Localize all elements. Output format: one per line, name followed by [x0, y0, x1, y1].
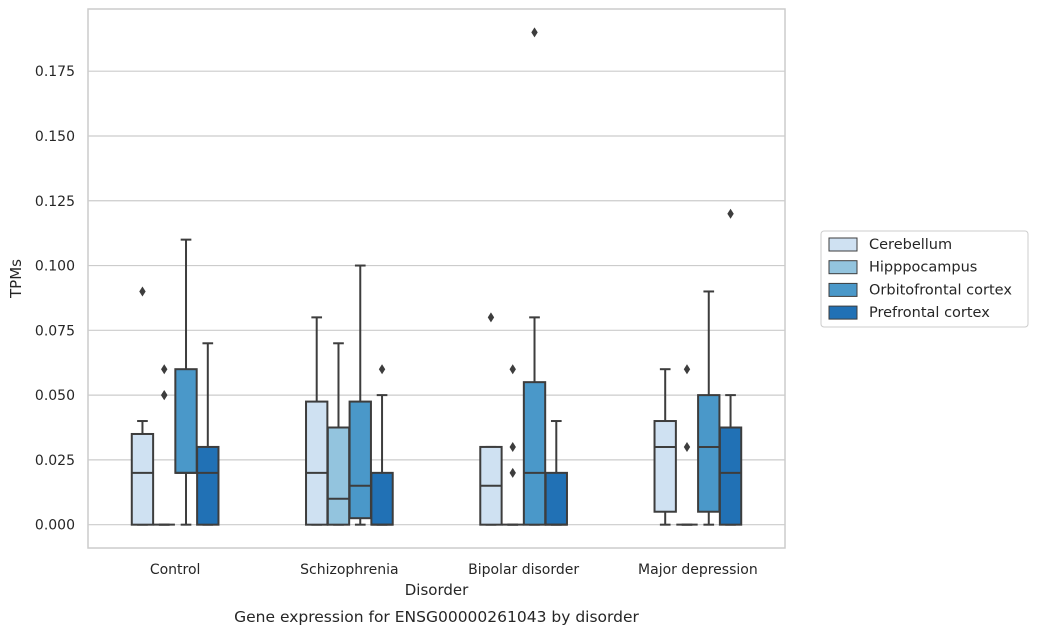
x-tick-label: Control — [150, 562, 201, 578]
outlier-point — [161, 390, 168, 401]
legend-label: Orbitofrontal cortex — [869, 282, 1012, 298]
outlier-point — [727, 208, 734, 219]
legend-label: Hipppocampus — [869, 260, 977, 276]
y-tick-label: 0.175 — [35, 64, 75, 80]
legend-label: Prefrontal cortex — [869, 305, 990, 321]
box-group — [718, 208, 743, 526]
outlier-point — [509, 441, 516, 452]
box-group — [676, 364, 698, 526]
y-tick-label: 0.100 — [35, 259, 75, 275]
box-group — [479, 312, 503, 526]
box-body — [653, 420, 677, 513]
legend-swatch — [828, 282, 858, 297]
chart-caption: Gene expression for ENSG00000261043 by d… — [234, 608, 639, 626]
outlier-point — [161, 364, 168, 375]
legend-swatch — [828, 260, 858, 275]
box-group — [153, 364, 175, 526]
y-tick-label: 0.000 — [35, 518, 75, 534]
box-group — [653, 368, 677, 526]
x-axis-label: Disorder — [405, 581, 469, 599]
legend-frame — [820, 230, 1029, 328]
box-body — [348, 400, 372, 520]
outlier-point — [378, 364, 386, 375]
box-group — [130, 286, 155, 526]
box-body — [326, 426, 351, 526]
legend: Cerebellum Hipppocampus Orbitofrontal cort… — [820, 230, 1029, 328]
box-body — [718, 426, 743, 526]
legend-label: Cerebellum — [869, 237, 952, 253]
box-group — [196, 342, 220, 526]
legend-swatch — [828, 237, 858, 252]
x-tick-label: Schizophrenia — [300, 562, 398, 578]
outlier-point — [683, 364, 691, 375]
plot-frame — [87, 8, 786, 549]
box-group — [502, 364, 524, 526]
box-group — [522, 27, 547, 526]
y-tick-label: 0.075 — [35, 323, 75, 339]
outlier-point — [139, 286, 146, 297]
outlier-point — [487, 312, 495, 323]
y-tick-label: 0.050 — [35, 388, 75, 404]
x-tick-label: Bipolar disorder — [468, 562, 579, 578]
box-body — [305, 400, 329, 526]
outlier-point — [683, 441, 691, 452]
y-tick-label: 0.125 — [35, 194, 75, 210]
x-axis-ticks: Control Schizophrenia Bipolar disorder Majo… — [150, 562, 758, 578]
box-body — [174, 368, 198, 474]
y-tick-label: 0.025 — [35, 453, 75, 469]
y-axis-label: TPMs — [7, 259, 25, 299]
boxes-layer — [130, 27, 743, 526]
box-group — [174, 238, 198, 526]
outlier-point — [509, 364, 516, 375]
box-group — [348, 264, 372, 526]
box-body — [130, 432, 155, 526]
y-tick-label: 0.150 — [35, 129, 75, 145]
outlier-point — [531, 27, 538, 38]
legend-swatch — [828, 305, 858, 320]
box-body — [196, 445, 220, 526]
x-tick-label: Major depression — [638, 562, 758, 578]
box-group — [544, 420, 568, 526]
outlier-point — [509, 467, 516, 478]
box-body — [522, 381, 547, 526]
y-axis-ticks: 0.000 0.025 0.050 0.075 0.100 0.125 0.150 0.175 — [35, 64, 75, 533]
box-body — [370, 471, 394, 526]
box-group — [370, 364, 394, 526]
legend-items: Cerebellum Hipppocampus Orbitofrontal cort… — [828, 237, 1012, 321]
box-body — [697, 394, 721, 513]
box-body — [544, 471, 568, 526]
